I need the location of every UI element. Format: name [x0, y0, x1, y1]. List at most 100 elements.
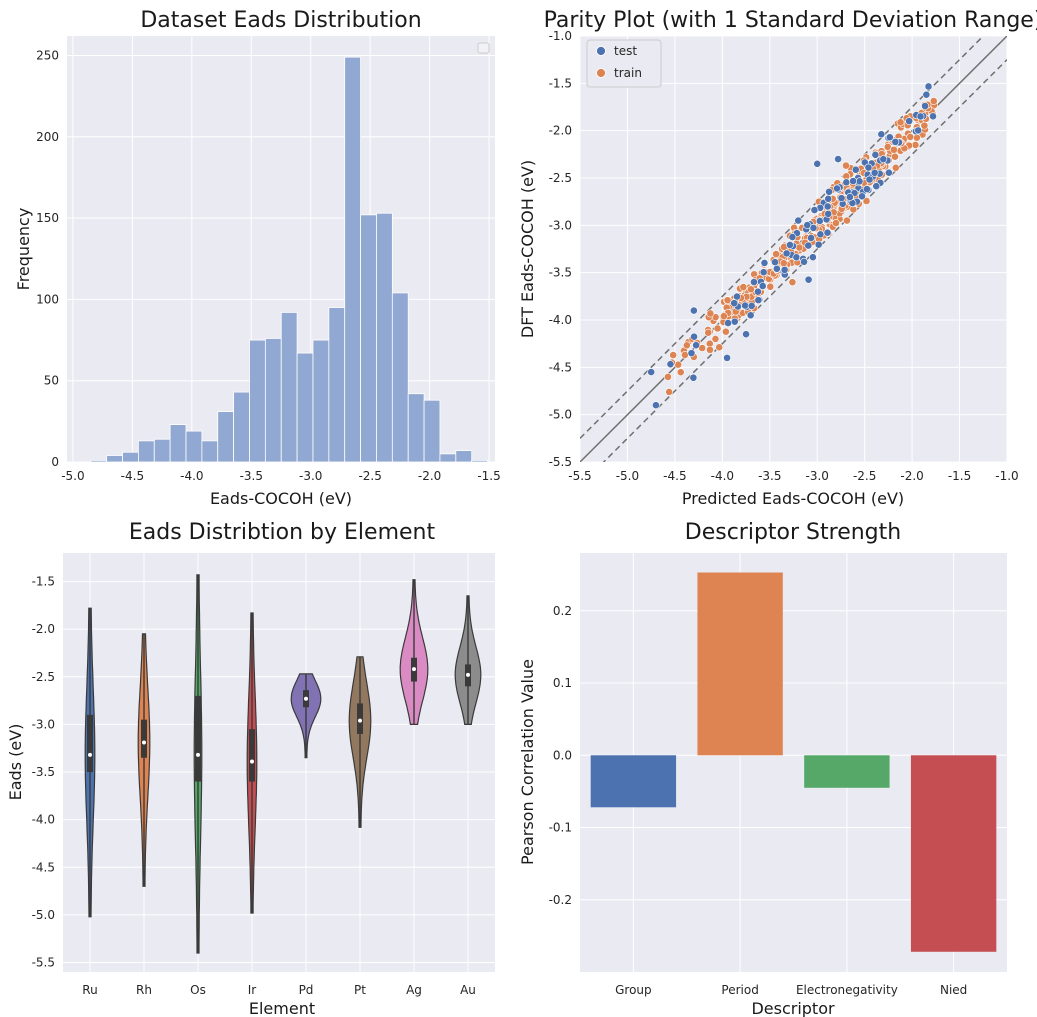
train-point	[788, 278, 797, 287]
violin-median-marker	[142, 740, 146, 745]
test-point	[825, 187, 833, 196]
histogram-bar	[344, 56, 361, 463]
test-point	[884, 168, 893, 177]
violin-plot-area	[63, 553, 495, 972]
test-point	[652, 401, 660, 410]
test-point	[809, 253, 817, 262]
train-point	[706, 309, 715, 318]
test-point	[730, 299, 739, 308]
test-point	[730, 317, 739, 326]
test-point	[759, 268, 768, 277]
descriptor-y-tick-label: 0.1	[553, 676, 572, 690]
histogram-title: Dataset Eads Distribution	[140, 8, 421, 33]
test-point	[666, 360, 675, 369]
test-point	[794, 216, 803, 225]
parity-x-tick-label: -3.0	[806, 469, 829, 483]
histogram-bar	[106, 455, 123, 463]
parity-y-tick-label: -2.0	[549, 124, 572, 138]
descriptor-y-tick-label: 0.2	[553, 604, 572, 618]
train-point	[682, 341, 691, 350]
test-point	[758, 282, 767, 290]
train-point	[766, 282, 775, 291]
train-point	[929, 97, 938, 105]
test-point	[815, 217, 824, 225]
violin-x-tick-label: Ir	[248, 983, 257, 997]
parity-x-tick-label: -1.5	[948, 469, 971, 483]
violin-y-tick-label: -3.5	[32, 765, 55, 779]
descriptor-bar	[697, 572, 783, 756]
train-point	[713, 324, 722, 333]
histogram-x-tick-label: -5.0	[61, 469, 84, 483]
test-point	[885, 133, 894, 142]
violin-y-tick-label: -2.0	[32, 622, 55, 636]
histogram-bar	[312, 339, 330, 463]
train-point	[862, 197, 871, 205]
test-point	[692, 341, 701, 350]
descriptor-panel: 0.2 0.1 0.0 -0.1 -0.2 Group Period Electronegat…	[518, 520, 1007, 1017]
histogram-bar	[280, 312, 298, 463]
test-point	[792, 253, 801, 262]
test-point	[754, 287, 762, 296]
descriptor-x-tick-label: Electronegativity	[796, 983, 898, 997]
parity-y-tick-label: -4.0	[549, 313, 572, 327]
test-point	[800, 257, 808, 266]
violin-y-tick-label: -1.5	[32, 575, 55, 589]
test-point	[760, 259, 769, 267]
violin-x-tick-label: Ag	[406, 983, 422, 997]
train-point	[747, 285, 755, 294]
descriptor-bar	[910, 755, 997, 952]
violin-y-tick-label: -4.5	[32, 860, 55, 874]
test-point	[780, 265, 789, 274]
parity-y-axis-label: DFT Eads-COCOH (eV)	[518, 160, 537, 338]
test-point	[924, 82, 933, 91]
histogram-y-tick-label: 50	[44, 374, 59, 388]
test-point	[824, 209, 833, 218]
histogram-x-tick-label: -4.0	[180, 469, 203, 483]
violin-x-tick-label: Os	[190, 983, 206, 997]
descriptor-x-tick-label: Group	[615, 983, 652, 997]
histogram-legend-box	[477, 42, 490, 54]
test-point	[842, 178, 851, 187]
violin-y-tick-label: -2.5	[32, 670, 55, 684]
parity-y-tick-label: -5.5	[549, 455, 572, 469]
test-point	[849, 177, 858, 185]
violin-iqr-box	[249, 729, 255, 782]
histogram-bar	[376, 212, 393, 463]
test-point	[746, 311, 755, 320]
test-point	[837, 194, 846, 203]
violin-x-tick-label: Rh	[136, 983, 152, 997]
test-point	[810, 206, 819, 214]
violin-x-tick-label: Pt	[354, 983, 366, 997]
violin-y-tick-label: -3.0	[32, 717, 55, 731]
train-point	[920, 121, 929, 130]
train-point	[911, 141, 920, 149]
histogram-x-tick-label: -1.5	[477, 469, 500, 483]
train-point	[711, 335, 720, 343]
train-point	[832, 219, 840, 227]
histogram-x-tick-label: -3.0	[299, 469, 322, 483]
histogram-bar	[264, 338, 282, 463]
test-point	[786, 241, 794, 249]
test-point	[833, 184, 841, 193]
histogram-bar	[296, 352, 314, 463]
violin-iqr-box	[195, 695, 201, 782]
test-point	[824, 194, 833, 203]
train-point	[889, 145, 898, 154]
descriptor-y-tick-label: -0.2	[549, 893, 572, 907]
test-point	[689, 373, 698, 382]
histogram-bar	[153, 438, 171, 463]
train-point	[739, 283, 748, 291]
test-point	[879, 155, 888, 164]
test-point	[723, 353, 731, 362]
test-point	[922, 90, 931, 99]
histogram-bar	[217, 411, 235, 463]
descriptor-title: Descriptor Strength	[685, 520, 901, 545]
train-point	[896, 118, 905, 127]
test-point	[742, 330, 750, 339]
parity-title: Parity Plot (with 1 Standard Deviation R…	[544, 8, 1037, 33]
test-point	[905, 117, 914, 126]
violin-iqr-box	[87, 714, 93, 773]
test-point	[733, 292, 741, 301]
train-point	[906, 133, 915, 141]
